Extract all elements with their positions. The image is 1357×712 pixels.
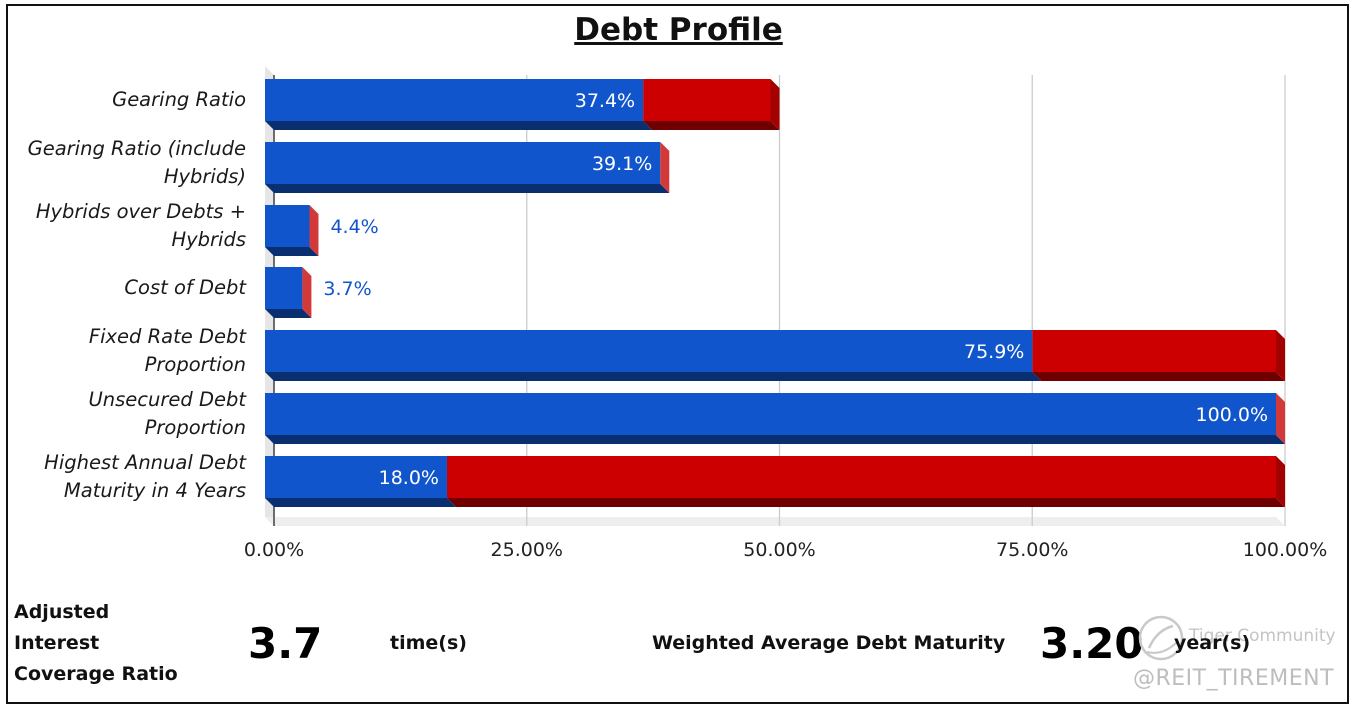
bar-remainder-6-side-face — [1276, 456, 1285, 507]
bar-value-3 — [265, 267, 303, 309]
bar-remainder-0-bottom-face — [643, 121, 780, 130]
icr-label-line1: Adjusted — [14, 601, 110, 623]
data-label-4: 75.9% — [964, 341, 1024, 363]
icr-value: 3.7 — [248, 619, 323, 668]
bar-remainder-4-bottom-face — [1032, 372, 1285, 381]
bar-end-cap-5 — [1276, 393, 1285, 444]
bar-value-2-bottom-face — [265, 247, 319, 256]
bar-value-0 — [265, 79, 644, 121]
bar-end-cap-1 — [660, 142, 670, 193]
data-label-1: 39.1% — [592, 153, 652, 175]
x-tick-label-2: 50.00% — [743, 539, 816, 561]
bar-remainder-6-bottom-face — [446, 498, 1286, 507]
wadm-value: 3.20 — [1040, 619, 1144, 668]
x-tick-label-4: 100.00% — [1242, 539, 1328, 561]
bar-value-6-bottom-face — [265, 498, 456, 507]
data-label-0: 37.4% — [575, 90, 635, 112]
x-tick-label-0: 0.00% — [243, 539, 305, 561]
chart-frame — [6, 4, 1349, 704]
bar-remainder-0-side-face — [770, 79, 780, 130]
data-label-5: 100.0% — [1196, 404, 1268, 426]
wadm-label: Weighted Average Debt Maturity — [652, 632, 1006, 654]
category-label-0: Gearing Ratio — [112, 88, 246, 111]
bar-remainder-4-side-face — [1276, 330, 1285, 381]
watermark-handle: @REIT_TIREMENT — [1133, 666, 1335, 691]
category-label-1: Gearing Ratio (include Hybrids) — [27, 137, 246, 188]
data-label-6: 18.0% — [379, 467, 439, 489]
bar-value-1 — [265, 142, 661, 184]
bar-value-5-bottom-face — [265, 435, 1285, 444]
tiger-logo-icon — [1138, 615, 1184, 661]
bar-remainder-6 — [446, 456, 1277, 498]
plot-floor — [265, 517, 1285, 526]
icr-label-line3: Coverage Ratio — [14, 663, 178, 685]
category-label-6: Highest Annual Debt Maturity in 4 Years — [44, 451, 246, 502]
category-label-2: Hybrids over Debts + Hybrids — [35, 200, 246, 251]
bar-value-0-bottom-face — [265, 121, 653, 130]
wadm-unit: year(s) — [1174, 632, 1251, 654]
bar-value-2 — [265, 205, 310, 247]
bar-value-3-bottom-face — [265, 309, 312, 318]
category-label-4: Fixed Rate Debt Proportion — [88, 325, 246, 376]
icr-label-line2: Interest — [14, 632, 100, 654]
bar-end-cap-2 — [309, 205, 319, 256]
x-tick-label-3: 75.00% — [996, 539, 1069, 561]
bar-value-6 — [265, 456, 447, 498]
bar-remainder-0 — [643, 79, 771, 121]
bar-end-cap-3 — [302, 267, 312, 318]
data-label-2: 4.4% — [330, 216, 378, 238]
category-label-5: Unsecured Debt Proportion — [88, 388, 247, 439]
data-label-3: 3.7% — [323, 278, 371, 300]
bar-value-4-bottom-face — [265, 372, 1042, 381]
icr-unit: time(s) — [390, 632, 467, 654]
x-tick-label-1: 25.00% — [490, 539, 563, 561]
watermark-brand: Tiger Community — [1189, 626, 1336, 646]
bar-remainder-4 — [1032, 330, 1276, 372]
bar-value-5 — [265, 393, 1276, 435]
category-label-3: Cost of Debt — [124, 276, 246, 299]
watermark: Tiger Community @REIT_TIREMENT — [1133, 612, 1348, 698]
chart-title: Debt Profile — [574, 12, 783, 48]
bar-value-1-bottom-face — [265, 184, 670, 193]
bar-value-4 — [265, 330, 1033, 372]
